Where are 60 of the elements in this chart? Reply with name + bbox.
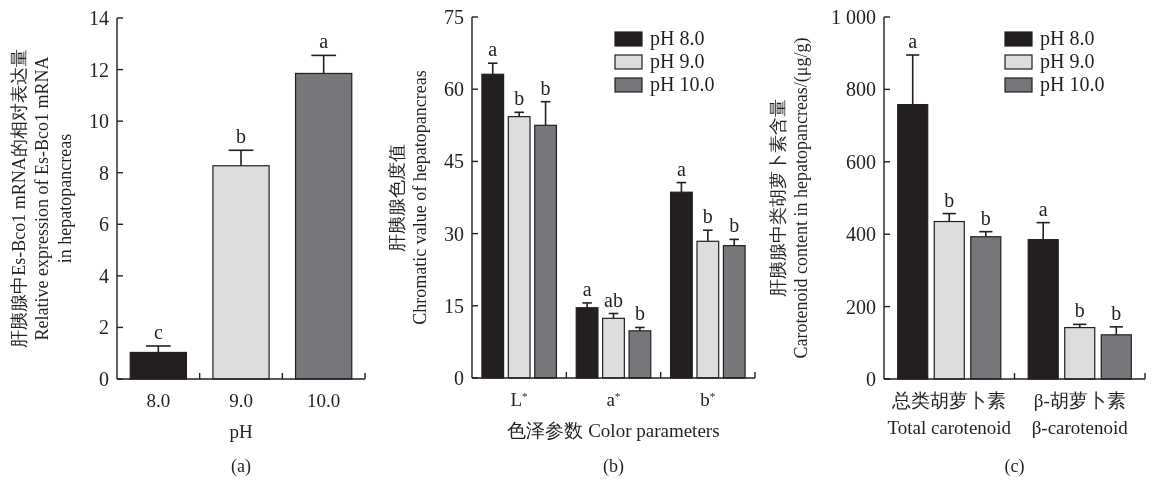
legend-label: pH 8.0 (650, 27, 705, 50)
y-tick-label: 0 (454, 367, 464, 389)
x-tick-label: a$^{*}$ (606, 389, 621, 410)
legend-label: pH 10.0 (1040, 73, 1105, 96)
x-tick-label: 10.0 (307, 390, 341, 411)
y-tick-label: 4 (99, 264, 109, 287)
x-axis-title: pH (229, 421, 253, 442)
y-tick-label: 6 (99, 213, 109, 236)
y-tick-label: 600 (846, 150, 876, 173)
y-tick-label: 30 (444, 222, 464, 245)
y-tick-label: 0 (866, 368, 876, 390)
legend-label: pH 9.0 (650, 50, 705, 73)
y-tick-label: 12 (89, 58, 109, 81)
data-label: b (236, 125, 246, 148)
y-tick-label: 8 (99, 161, 109, 184)
data-label: a (582, 277, 592, 300)
data-label: a (1038, 197, 1048, 220)
data-label: a (676, 157, 686, 180)
legend-label: pH 9.0 (1040, 50, 1095, 73)
x-tick-label: β-胡萝卜素 β-carotenoid (1031, 390, 1129, 438)
y-tick-label: 200 (846, 295, 876, 318)
y-tick-label: 1 000 (831, 6, 876, 28)
x-tick-label: L$^{*}$ (510, 389, 529, 410)
data-label: a (488, 38, 498, 61)
data-label: b (1111, 301, 1122, 324)
y-tick-label: 14 (89, 7, 109, 29)
data-label: b (980, 206, 991, 229)
data-label: b (514, 87, 525, 110)
data-label: b (729, 214, 740, 237)
y-tick-label: 0 (99, 368, 109, 390)
legend-label: pH 10.0 (650, 73, 715, 96)
data-label: a (908, 30, 918, 53)
text: (c) (1004, 456, 1025, 477)
y-tick-label: 60 (444, 78, 464, 101)
x-tick-label: 9.0 (229, 390, 253, 411)
x-axis-title: 色泽参数 Color parameters (507, 420, 720, 441)
x-tick-label: b$^{*}$ (700, 389, 716, 410)
y-tick-label: 75 (444, 6, 464, 28)
y-tick-label: 2 (99, 316, 109, 339)
data-label: b (634, 302, 645, 325)
y-axis-title: 肝胰腺中类胡萝卜素含量 Carotenoid content in hepatopancreas/(μg/g) (767, 37, 812, 359)
y-tick-label: 800 (846, 78, 876, 101)
data-label: b (944, 188, 955, 211)
x-tick-label: 8.0 (146, 390, 171, 411)
data-label: b (540, 76, 551, 99)
data-label: c (153, 320, 163, 343)
text: (a) (231, 456, 251, 477)
y-axis-title: 肝胰腺色度值 Chromatic value of hepatopancreas (387, 70, 430, 325)
data-label: a (319, 30, 329, 53)
text: (b) (603, 456, 624, 477)
y-tick-label: 45 (444, 150, 464, 173)
y-axis-title: 肝胰腺中Es-Bco1 mRNA的相对表达量 Relative expression of Es-Bco1 mRNA in hepatopancreas (9, 49, 75, 348)
data-label: b (702, 205, 713, 228)
y-tick-label: 10 (89, 110, 109, 133)
y-tick-label: 400 (846, 223, 876, 246)
x-tick-label: 总类胡萝卜素 Total carotenoid (887, 390, 1012, 438)
y-tick-label: 15 (444, 294, 464, 317)
data-label: ab (604, 288, 623, 311)
data-label: b (1074, 299, 1085, 322)
legend-label: pH 8.0 (1040, 27, 1095, 50)
